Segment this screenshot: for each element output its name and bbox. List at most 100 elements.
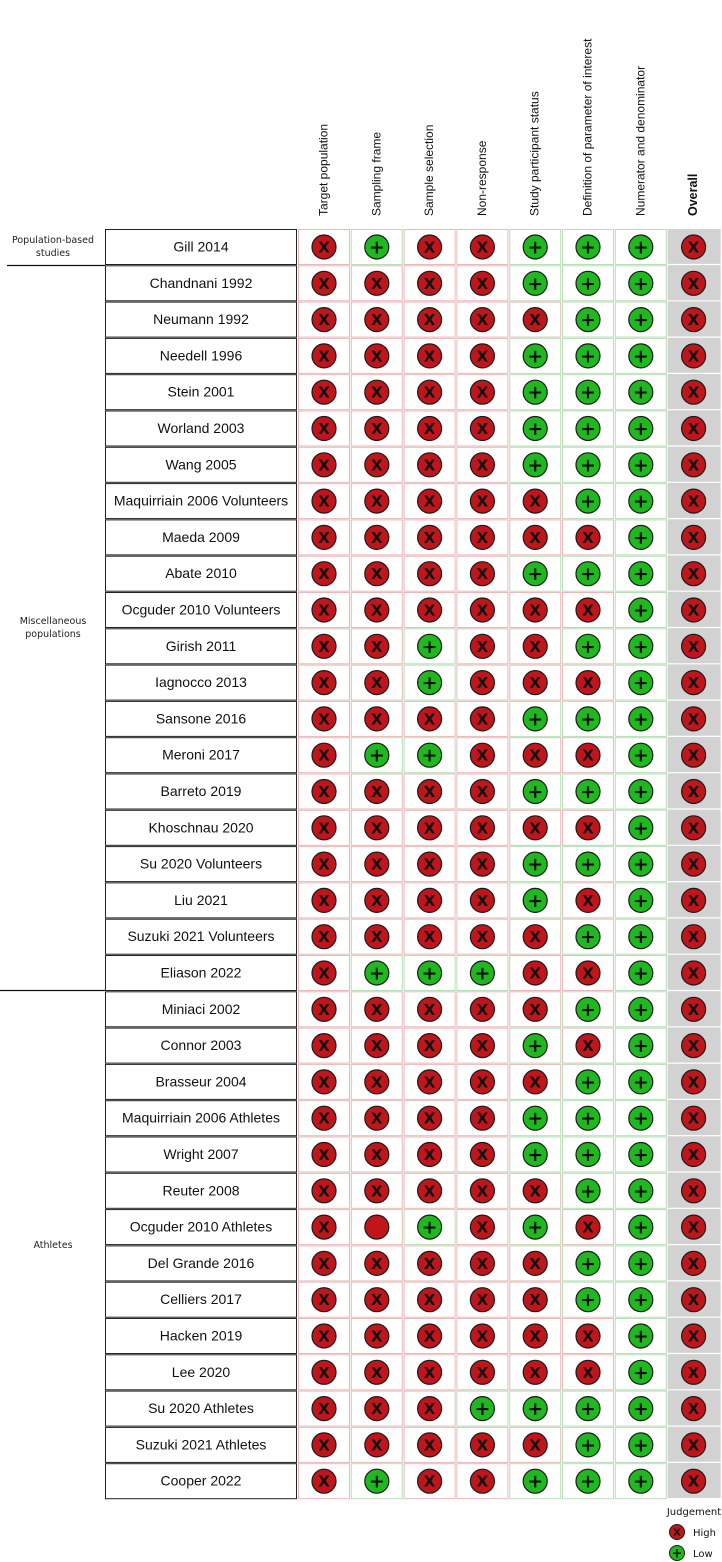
group-label-population-based-studies-line-2: studies [36,248,70,259]
x-glyph-icon: X [318,384,330,402]
low-risk-marker [522,887,548,914]
high-risk-marker [469,1069,495,1095]
study-cell [105,882,297,919]
plus-glyph-icon: + [633,1071,649,1093]
x-glyph-icon: X [371,1001,383,1019]
judgement-maeda-2009-numerator-and-denominator: + [614,519,667,556]
judgement-cooper-2022-non-response: X [456,1463,509,1500]
study-cell [105,809,297,846]
high-risk-marker [311,1323,337,1349]
high-risk-marker [417,1323,443,1349]
plus-glyph-icon: + [633,345,649,367]
x-glyph-icon: X [371,1255,383,1273]
judgement-suzuki-2021-volunteers-sample-selection: X [403,918,456,955]
judgement-hacken-2019-sample-selection: X [403,1318,456,1354]
high-risk-marker [311,996,337,1022]
high-risk-marker [311,1287,337,1313]
judgement-chandnani-1992-numerator-and-denominator: + [614,265,667,302]
plus-glyph-icon: + [633,1144,649,1166]
judgement-wang-2005-numerator-and-denominator: + [614,446,667,483]
high-risk-marker [311,924,337,950]
plus-glyph-icon: + [580,418,596,440]
x-glyph-icon: X [688,819,700,837]
judgement-chandnani-1992-non-response: X [456,265,509,302]
high-risk-marker [680,778,707,805]
study-cell [105,664,297,701]
study-cell [105,229,297,265]
judgement-del-grande-2016-overall: X [667,1250,721,1282]
column-header-numerator-and-denominator: Numerator and denominator [633,66,647,216]
x-glyph-icon: X [318,747,330,765]
judgement-iagnocco-2013-definition-of-parameter-of-interest: X [562,664,614,701]
study-name-ocguder-2010-athletes: Ocguder 2010 Athletes [130,1219,272,1235]
judgement-stein-2001-overall: X [667,379,721,411]
judgement-ocguder-2010-athletes-overall: X [667,1214,721,1246]
judgement-cooper-2022-definition-of-parameter-of-interest: + [562,1463,614,1500]
high-risk-marker [522,924,548,950]
x-glyph-icon: X [318,783,330,801]
plus-glyph-icon: + [633,1253,649,1275]
study-cell [105,1100,297,1137]
plus-glyph-icon: + [633,1289,649,1311]
judgement-cooper-2022-sample-selection: X [403,1463,456,1500]
high-risk-marker [469,234,495,260]
judgement-del-grande-2016-non-response: X [456,1245,509,1282]
judgement-eliason-2022-target-population: X [298,955,350,991]
judgement-del-grande-2016-definition-of-parameter-of-interest: + [562,1245,614,1282]
plus-glyph-icon: + [527,418,543,440]
x-glyph-icon: X [477,1328,489,1346]
x-glyph-icon: X [688,602,700,620]
high-risk-marker [522,1069,548,1095]
high-risk-marker [522,1432,548,1458]
x-glyph-icon: X [318,1364,330,1382]
low-risk-marker [575,1178,601,1204]
low-risk-marker [628,1069,654,1095]
low-risk-marker [628,1359,654,1385]
high-risk-marker [469,778,495,805]
judgement-suzuki-2021-athletes-sampling-frame: X [350,1426,403,1463]
judgement-celliers-2017-non-response: X [456,1281,509,1318]
x-glyph-icon: X [688,965,700,983]
x-glyph-icon: X [688,311,700,329]
high-risk-marker [469,1468,495,1494]
x-glyph-icon: X [477,710,489,728]
x-glyph-icon: X [477,311,489,329]
x-glyph-icon: X [529,1073,541,1091]
high-risk-marker [311,1432,337,1458]
low-risk-marker [575,270,601,296]
judgement-barreto-2019-sample-selection: X [403,773,456,810]
study-name-cooper-2022: Cooper 2022 [161,1473,242,1489]
judgement-girish-2011-definition-of-parameter-of-interest: + [562,628,614,665]
high-risk-marker [680,1468,707,1494]
judgement-lee-2020-target-population: X [298,1354,350,1391]
judgement-iagnocco-2013-non-response: X [456,664,509,701]
study-cell [105,1318,297,1354]
judgement-stein-2001-study-participant-status: + [509,374,562,411]
high-risk-marker [469,307,495,333]
high-risk-marker [469,1323,495,1349]
judgement-meroni-2017-study-participant-status: X [509,737,562,774]
x-glyph-icon: X [371,347,383,365]
judgement-liu-2021-overall: X [667,887,721,919]
judgement-maquirriain-2006-volunteers-definition-of-parameter-of-interest: + [562,483,614,520]
x-glyph-icon: X [371,928,383,946]
high-risk-marker [469,669,495,696]
x-glyph-icon: X [582,1328,594,1346]
study-name-sansone-2016: Sansone 2016 [156,710,247,726]
study-cell [105,1390,297,1427]
judgement-maquirriain-2006-athletes-overall: X [667,1105,721,1137]
low-risk-marker [628,1468,654,1494]
high-risk-marker [522,1287,548,1313]
high-risk-marker [311,234,337,260]
x-glyph-icon: X [371,1110,383,1128]
high-risk-marker [364,706,390,732]
high-risk-marker [469,270,495,296]
low-risk-marker [628,887,654,914]
x-glyph-icon: X [688,1436,700,1454]
high-risk-marker [364,1359,390,1385]
judgement-gill-2014-definition-of-parameter-of-interest: + [562,229,614,265]
x-glyph-icon: X [477,892,489,910]
high-risk-marker [364,1178,390,1204]
high-risk-marker [680,1178,707,1204]
